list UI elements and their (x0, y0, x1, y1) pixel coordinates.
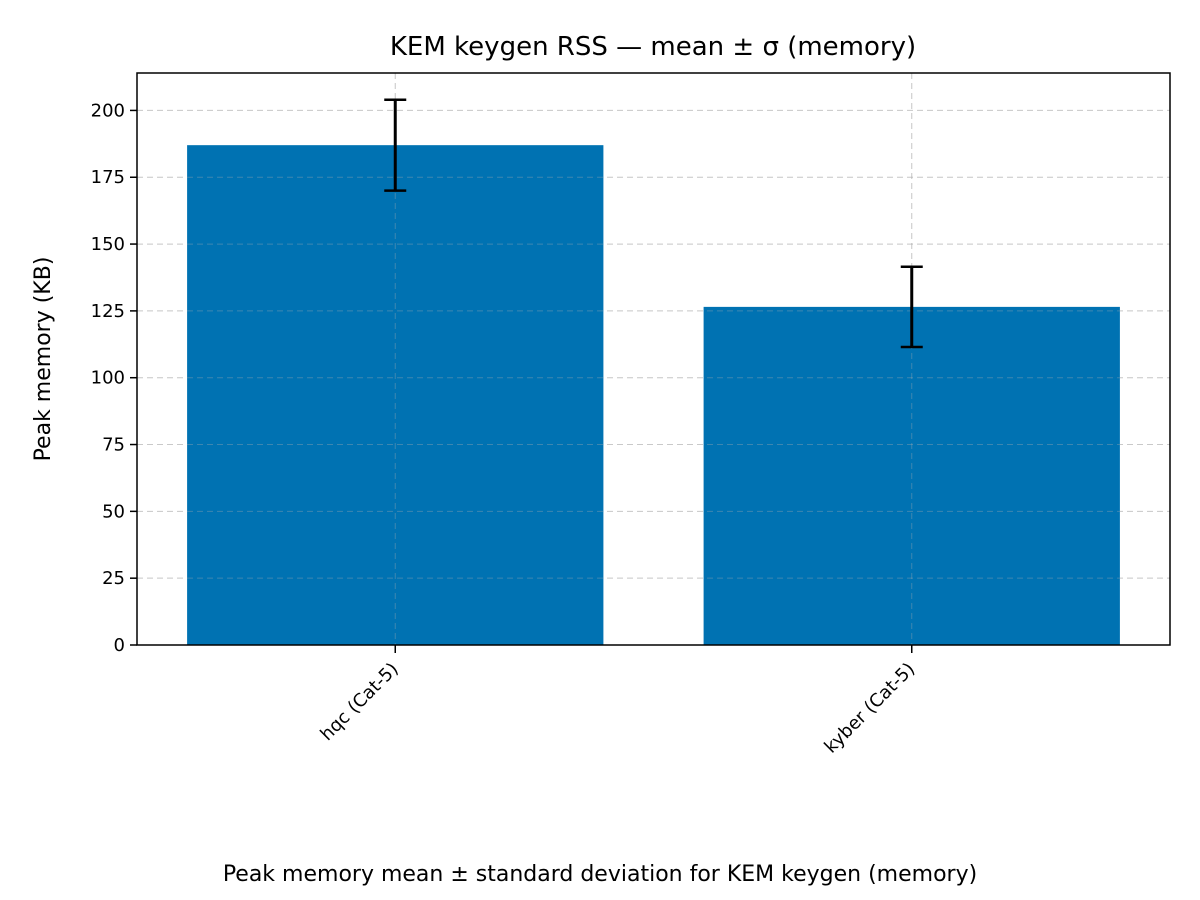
x-tick-label: hqc (Cat-5) (316, 659, 402, 745)
error-bars (384, 98, 923, 349)
plot-frame (136, 72, 1171, 646)
y-tick-label: 100 (91, 368, 125, 389)
y-tick-label: 200 (91, 100, 125, 121)
y-tick-label: 0 (114, 635, 125, 656)
bars (137, 73, 1170, 646)
figure-caption: Peak memory mean ± standard deviation fo… (222, 862, 978, 887)
y-tick-label: 75 (102, 435, 125, 456)
x-tick-label: kyber (Cat-5) (820, 659, 919, 758)
bar (703, 306, 1120, 645)
y-tick-label: 50 (102, 501, 125, 522)
chart-title: KEM keygen RSS — mean ± σ (memory) (390, 32, 916, 62)
y-axis-label: Peak memory (KB) (31, 257, 56, 462)
y-tick-label: 175 (91, 167, 125, 188)
bar (187, 145, 604, 646)
x-axis: hqc (Cat-5) kyber (Cat-5) (316, 645, 919, 757)
y-tick-label: 125 (91, 301, 125, 322)
y-axis: 0 25 50 75 100 125 150 175 200 (91, 100, 137, 656)
y-tick-label: 25 (102, 568, 125, 589)
y-tick-label: 150 (91, 234, 125, 255)
